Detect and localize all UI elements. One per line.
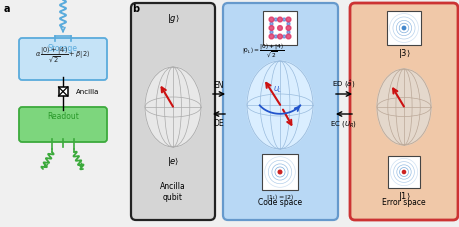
FancyBboxPatch shape [19, 107, 107, 142]
Circle shape [278, 170, 282, 174]
Ellipse shape [145, 67, 201, 147]
Circle shape [278, 26, 282, 30]
Text: Code space: Code space [258, 198, 302, 207]
Circle shape [270, 31, 273, 34]
Circle shape [286, 26, 291, 30]
Circle shape [269, 34, 274, 39]
Circle shape [274, 18, 277, 21]
Text: DE: DE [214, 119, 224, 128]
Text: a: a [4, 4, 11, 14]
Circle shape [287, 22, 290, 25]
Circle shape [269, 26, 274, 30]
Text: $U_{\!L}$: $U_{\!L}$ [273, 84, 282, 95]
Text: Ancilla
qubit: Ancilla qubit [160, 182, 186, 202]
Text: $|0_L\rangle=\dfrac{|0\rangle+|4\rangle}{\sqrt{2}}$: $|0_L\rangle=\dfrac{|0\rangle+|4\rangle}… [242, 41, 285, 59]
Text: EC ($U_R$): EC ($U_R$) [330, 119, 358, 129]
Text: Readout: Readout [47, 112, 79, 121]
Text: $|1\rangle$: $|1\rangle$ [397, 190, 410, 203]
Circle shape [286, 17, 291, 22]
Ellipse shape [247, 61, 313, 149]
Bar [58, 87, 67, 96]
Text: EN: EN [214, 81, 224, 90]
Circle shape [287, 31, 290, 34]
Bar [387, 11, 421, 45]
Circle shape [286, 34, 291, 39]
Text: b: b [132, 4, 139, 14]
Circle shape [269, 17, 274, 22]
Text: $|e\rangle$: $|e\rangle$ [167, 155, 179, 168]
FancyBboxPatch shape [350, 3, 458, 220]
Text: Storage: Storage [48, 44, 78, 53]
Text: Ancilla: Ancilla [76, 89, 100, 95]
Circle shape [278, 34, 282, 39]
Circle shape [278, 17, 282, 22]
Circle shape [283, 35, 286, 38]
Circle shape [403, 170, 406, 174]
Bar [388, 156, 420, 188]
Bar [263, 11, 297, 45]
Text: ED ($\hat{a}$): ED ($\hat{a}$) [332, 79, 356, 90]
FancyBboxPatch shape [223, 3, 338, 220]
Text: $|g\rangle$: $|g\rangle$ [167, 12, 179, 25]
FancyBboxPatch shape [131, 3, 215, 220]
Ellipse shape [377, 69, 431, 145]
Circle shape [283, 18, 286, 21]
Text: Error space: Error space [382, 198, 426, 207]
Text: $|3\rangle$: $|3\rangle$ [397, 47, 410, 60]
Circle shape [402, 26, 406, 30]
Bar [262, 154, 298, 190]
FancyBboxPatch shape [19, 38, 107, 80]
Circle shape [270, 22, 273, 25]
Text: $|1_L\rangle=|2\rangle$: $|1_L\rangle=|2\rangle$ [266, 192, 294, 202]
Text: $\alpha\,\dfrac{|0\rangle+|4\rangle}{\sqrt{2}}+\beta|2\rangle$: $\alpha\,\dfrac{|0\rangle+|4\rangle}{\sq… [35, 45, 90, 65]
Circle shape [274, 35, 277, 38]
